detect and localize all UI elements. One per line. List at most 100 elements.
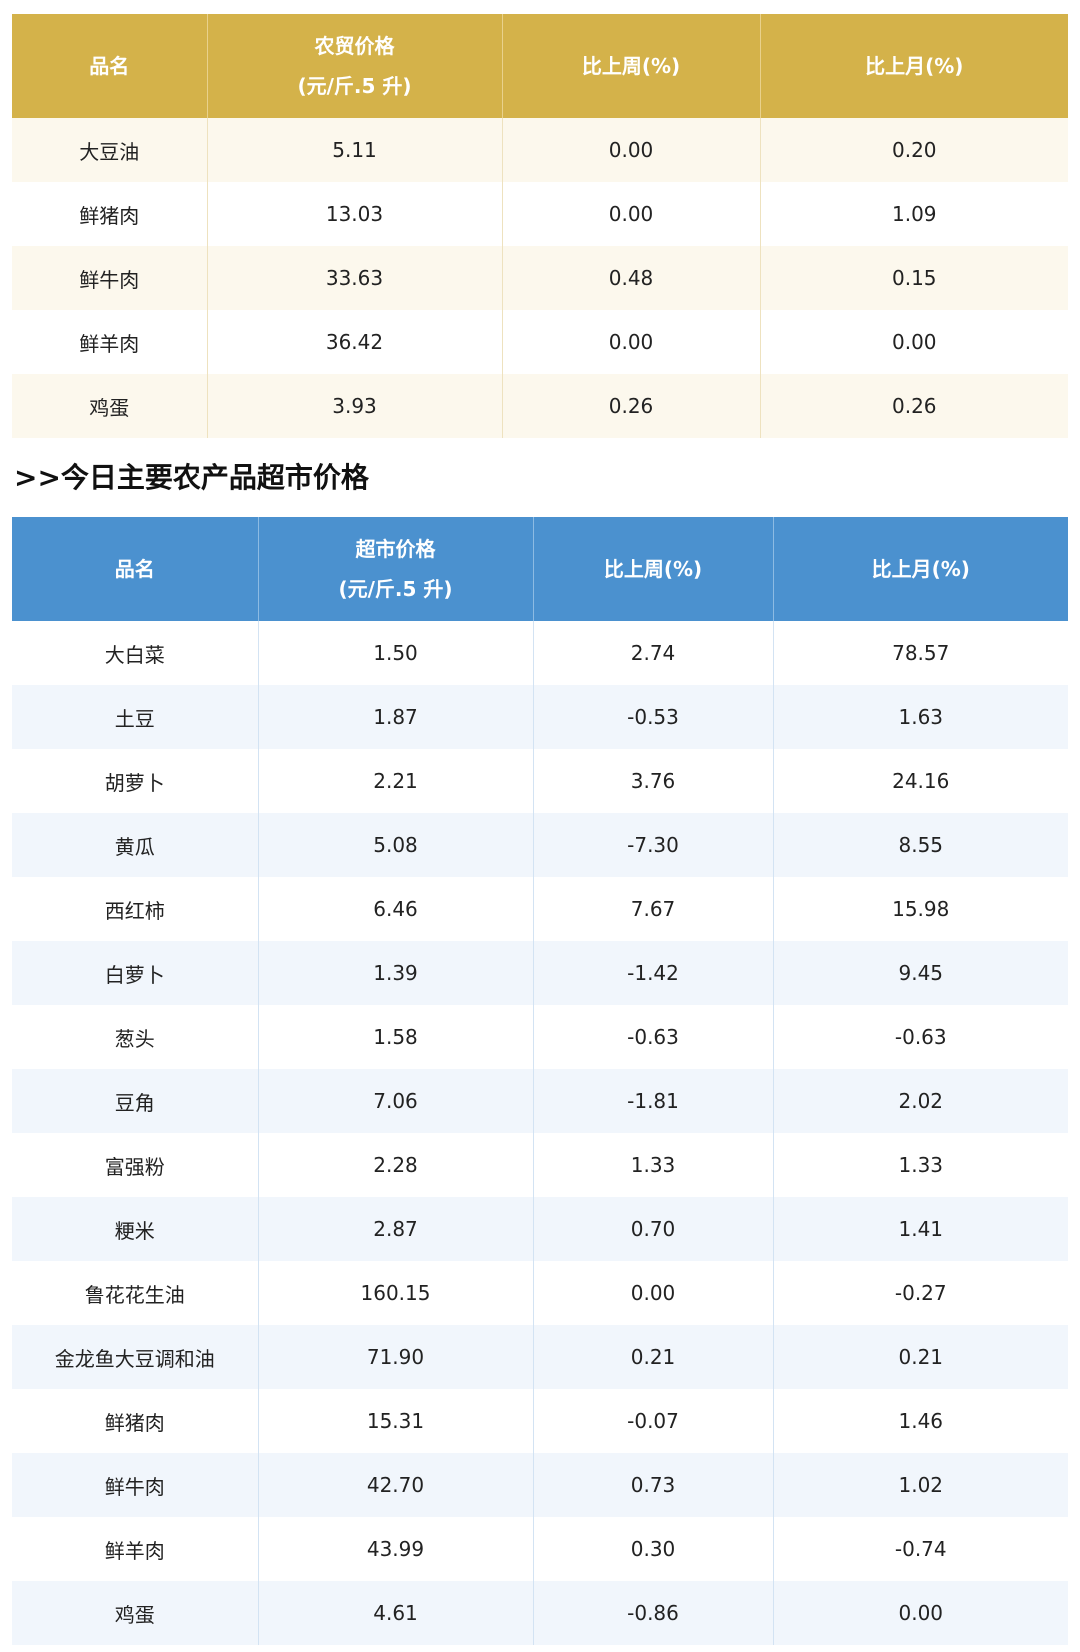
header-week-change: 比上周(%): [502, 14, 761, 118]
table-row: 大白菜 1.50 2.74 78.57: [12, 621, 1068, 685]
header-month-change: 比上月(%): [760, 14, 1068, 118]
cell-week-change: -0.07: [533, 1389, 774, 1453]
table-row: 西红柿 6.46 7.67 15.98: [12, 877, 1068, 941]
cell-price: 3.93: [207, 374, 503, 438]
header-week-change: 比上周(%): [533, 517, 774, 621]
cell-name: 鲜牛肉: [12, 1453, 259, 1517]
cell-name: 胡萝卜: [12, 749, 259, 813]
header-month-change: 比上月(%): [773, 517, 1068, 621]
cell-name: 大白菜: [12, 621, 259, 685]
cell-price: 1.87: [258, 685, 534, 749]
cell-week-change: 0.70: [533, 1197, 774, 1261]
header-name: 品名: [12, 517, 259, 621]
cell-price: 1.58: [258, 1005, 534, 1069]
table-row: 粳米 2.87 0.70 1.41: [12, 1197, 1068, 1261]
cell-price: 42.70: [258, 1453, 534, 1517]
cell-week-change: 3.76: [533, 749, 774, 813]
cell-price: 160.15: [258, 1261, 534, 1325]
cell-month-change: 2.02: [773, 1069, 1068, 1133]
table-row: 鲜猪肉 13.03 0.00 1.09: [12, 182, 1068, 246]
cell-name: 大豆油: [12, 118, 208, 182]
table-row: 鲜羊肉 36.42 0.00 0.00: [12, 310, 1068, 374]
table-row: 葱头 1.58 -0.63 -0.63: [12, 1005, 1068, 1069]
header-name: 品名: [12, 14, 208, 118]
cell-price: 2.28: [258, 1133, 534, 1197]
header-price-title: 超市价格: [355, 537, 436, 561]
cell-name: 白萝卜: [12, 941, 259, 1005]
cell-price: 36.42: [207, 310, 503, 374]
cell-week-change: -1.81: [533, 1069, 774, 1133]
cell-price: 5.08: [258, 813, 534, 877]
cell-week-change: 0.30: [533, 1517, 774, 1581]
table-row: 鲁花花生油 160.15 0.00 -0.27: [12, 1261, 1068, 1325]
table-row: 大豆油 5.11 0.00 0.20: [12, 118, 1068, 182]
cell-week-change: -0.86: [533, 1581, 774, 1645]
table-row: 白萝卜 1.39 -1.42 9.45: [12, 941, 1068, 1005]
cell-month-change: 0.15: [760, 246, 1068, 310]
header-price-unit: (元/斤.5 升): [338, 577, 453, 601]
cell-name: 鲜羊肉: [12, 310, 208, 374]
cell-month-change: 24.16: [773, 749, 1068, 813]
cell-name: 葱头: [12, 1005, 259, 1069]
cell-week-change: 2.74: [533, 621, 774, 685]
cell-name: 金龙鱼大豆调和油: [12, 1325, 259, 1389]
cell-week-change: 0.73: [533, 1453, 774, 1517]
cell-price: 13.03: [207, 182, 503, 246]
cell-month-change: 9.45: [773, 941, 1068, 1005]
cell-name: 富强粉: [12, 1133, 259, 1197]
cell-week-change: 0.00: [533, 1261, 774, 1325]
cell-price: 2.87: [258, 1197, 534, 1261]
cell-week-change: 0.00: [502, 310, 761, 374]
table-header-row: 品名 农贸价格 (元/斤.5 升) 比上周(%) 比上月(%): [12, 14, 1068, 118]
cell-month-change: 0.20: [760, 118, 1068, 182]
cell-month-change: 78.57: [773, 621, 1068, 685]
table-row: 鸡蛋 4.61 -0.86 0.00: [12, 1581, 1068, 1645]
cell-price: 1.50: [258, 621, 534, 685]
cell-price: 7.06: [258, 1069, 534, 1133]
cell-week-change: -0.63: [533, 1005, 774, 1069]
table-row: 富强粉 2.28 1.33 1.33: [12, 1133, 1068, 1197]
cell-price: 5.11: [207, 118, 503, 182]
cell-month-change: 1.46: [773, 1389, 1068, 1453]
header-supermarket-price: 超市价格 (元/斤.5 升): [258, 517, 534, 621]
cell-name: 鲁花花生油: [12, 1261, 259, 1325]
cell-price: 43.99: [258, 1517, 534, 1581]
cell-price: 6.46: [258, 877, 534, 941]
cell-week-change: 0.00: [502, 182, 761, 246]
cell-name: 鸡蛋: [12, 374, 208, 438]
cell-month-change: 1.02: [773, 1453, 1068, 1517]
cell-name: 西红柿: [12, 877, 259, 941]
cell-month-change: 0.00: [760, 310, 1068, 374]
cell-price: 33.63: [207, 246, 503, 310]
table-row: 土豆 1.87 -0.53 1.63: [12, 685, 1068, 749]
cell-month-change: 15.98: [773, 877, 1068, 941]
cell-price: 1.39: [258, 941, 534, 1005]
table-header-row: 品名 超市价格 (元/斤.5 升) 比上周(%) 比上月(%): [12, 517, 1068, 621]
supermarket-table-body: 大白菜 1.50 2.74 78.57 土豆 1.87 -0.53 1.63 胡萝卜 2.21 3.…: [12, 621, 1068, 1645]
market-table-body: 大豆油 5.11 0.00 0.20 鲜猪肉 13.03 0.00 1.09 鲜牛肉 33.63 0…: [12, 118, 1068, 438]
cell-name: 土豆: [12, 685, 259, 749]
supermarket-price-table: 品名 超市价格 (元/斤.5 升) 比上周(%) 比上月(%) 大白菜 1.50 2…: [12, 517, 1068, 1645]
cell-name: 豆角: [12, 1069, 259, 1133]
cell-price: 15.31: [258, 1389, 534, 1453]
cell-name: 黄瓜: [12, 813, 259, 877]
cell-month-change: -0.63: [773, 1005, 1068, 1069]
cell-month-change: 8.55: [773, 813, 1068, 877]
table-row: 鲜牛肉 42.70 0.73 1.02: [12, 1453, 1068, 1517]
table-row: 鲜牛肉 33.63 0.48 0.15: [12, 246, 1068, 310]
header-price-unit: (元/斤.5 升): [297, 74, 412, 98]
cell-name: 鲜猪肉: [12, 1389, 259, 1453]
cell-week-change: 7.67: [533, 877, 774, 941]
cell-month-change: -0.74: [773, 1517, 1068, 1581]
cell-week-change: -1.42: [533, 941, 774, 1005]
cell-week-change: 1.33: [533, 1133, 774, 1197]
table-row: 黄瓜 5.08 -7.30 8.55: [12, 813, 1068, 877]
table-row: 胡萝卜 2.21 3.76 24.16: [12, 749, 1068, 813]
cell-week-change: 0.21: [533, 1325, 774, 1389]
cell-month-change: 1.41: [773, 1197, 1068, 1261]
table-row: 豆角 7.06 -1.81 2.02: [12, 1069, 1068, 1133]
header-price-title: 农贸价格: [314, 34, 395, 58]
cell-name: 鲜牛肉: [12, 246, 208, 310]
cell-month-change: 0.00: [773, 1581, 1068, 1645]
cell-week-change: -7.30: [533, 813, 774, 877]
